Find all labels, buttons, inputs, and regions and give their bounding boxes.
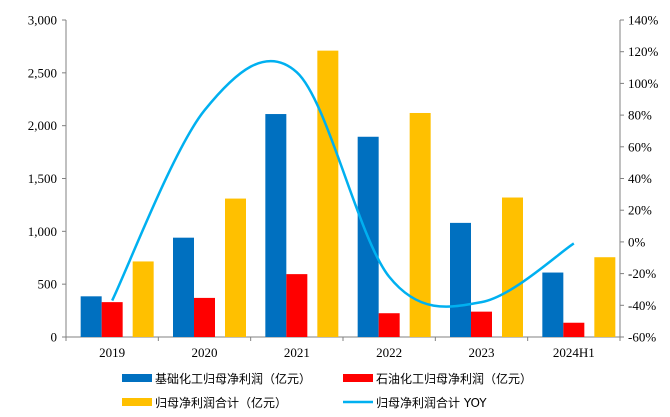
y-left-tick-label: 1,500: [28, 171, 57, 186]
legend: 基础化工归母净利润（亿元） 石油化工归母净利润（亿元） 归母净利润合计（亿元） 归母净…: [122, 371, 532, 410]
bar-basic-chem: [450, 222, 471, 337]
y-right-tick-label: -40%: [628, 298, 656, 313]
bar-total: [594, 257, 616, 337]
y-right-tick-label: 40%: [628, 171, 652, 186]
legend-label-0: 基础化工归母净利润（亿元）: [155, 371, 311, 386]
bar-petrochem: [194, 297, 215, 337]
x-tick-label: 2023: [469, 345, 495, 360]
bar-total: [132, 261, 154, 337]
bar-petrochem: [563, 322, 585, 337]
legend-swatch-2: [122, 398, 152, 406]
bar-basic-chem: [542, 272, 564, 337]
bar-basic-chem: [173, 237, 194, 337]
bar-petrochem: [286, 274, 308, 337]
bar-petrochem: [378, 313, 400, 337]
x-tick-label: 2019: [99, 345, 125, 360]
y-left-tick-label: 1,000: [28, 224, 57, 239]
axes: 0 500 1,000 1,500 2,000 2,500 3,000 -60% -40% -20…: [28, 13, 659, 361]
y-right-tick-label: 60%: [628, 139, 652, 154]
y-right-tick-label: -60%: [628, 330, 656, 345]
bar-total: [317, 50, 339, 337]
bar-total: [225, 198, 246, 337]
y-right-tick-label: 0%: [628, 234, 646, 249]
legend-label-3: 归母净利润合计 YOY: [376, 395, 487, 410]
y-left-tick-label: 2,000: [28, 118, 57, 133]
bars: [80, 50, 616, 337]
x-tick-label: 2021: [284, 345, 310, 360]
x-tick-label: 2022: [376, 345, 402, 360]
legend-swatch-1: [343, 374, 373, 382]
y-right-tick-label: 20%: [628, 203, 652, 218]
bar-petrochem: [471, 311, 492, 337]
legend-label-2: 归母净利润合计（亿元）: [155, 395, 287, 410]
x-tick-label: 2024H1: [553, 345, 595, 360]
y-left-tick-label: 3,000: [28, 13, 57, 28]
bar-total: [502, 197, 523, 337]
legend-swatch-0: [122, 374, 152, 382]
x-tick-label: 2020: [192, 345, 218, 360]
y-right-tick-label: -20%: [628, 266, 656, 281]
yoy-line-layer: [111, 59, 575, 308]
y-right-tick-label: 140%: [628, 13, 659, 28]
y-right-tick-label: 100%: [628, 76, 659, 91]
legend-label-1: 石油化工归母净利润（亿元）: [376, 371, 532, 386]
bar-total: [409, 112, 431, 337]
bar-basic-chem: [265, 114, 287, 337]
bar-basic-chem: [80, 296, 102, 337]
y-left-tick-label: 2,500: [28, 65, 57, 80]
y-right-tick-label: 80%: [628, 108, 652, 123]
yoy-line: [111, 59, 575, 308]
y-left-tick-label: 500: [38, 277, 58, 292]
y-left-tick-label: 0: [51, 330, 58, 345]
bar-petrochem: [101, 302, 123, 337]
y-right-tick-label: 120%: [628, 44, 659, 59]
